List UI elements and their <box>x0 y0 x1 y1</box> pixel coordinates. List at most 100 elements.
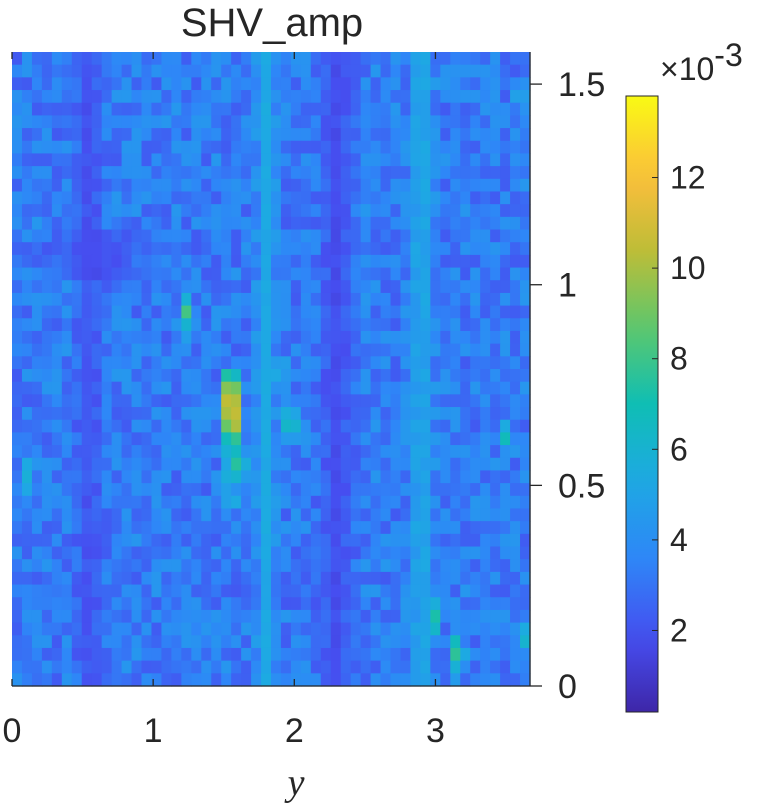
heatmap-cell <box>81 204 93 218</box>
heatmap-cell <box>201 77 212 91</box>
heatmap-cell <box>460 90 471 104</box>
heatmap-cell <box>340 533 352 548</box>
heatmap-cell <box>111 191 123 205</box>
heatmap-cell <box>380 229 392 243</box>
heatmap-cell <box>31 153 43 167</box>
heatmap-cell <box>241 495 252 510</box>
heatmap-cell <box>410 166 422 180</box>
heatmap-cell <box>221 521 232 535</box>
heatmap-cell <box>211 254 222 269</box>
heatmap-cell <box>261 381 272 395</box>
heatmap-cell <box>12 318 23 332</box>
heatmap-cell <box>31 546 43 560</box>
heatmap-cell <box>360 609 372 624</box>
heatmap-cell <box>370 153 382 167</box>
heatmap-cell <box>121 432 133 446</box>
heatmap-cell <box>12 597 23 611</box>
heatmap-cell <box>330 660 342 674</box>
heatmap-cell <box>280 280 292 294</box>
x-tick-label: 2 <box>285 712 304 750</box>
heatmap-cell <box>470 457 481 472</box>
heatmap-cell <box>500 292 511 307</box>
heatmap-cell <box>500 166 511 180</box>
heatmap-cell <box>21 229 33 243</box>
heatmap-cell <box>290 153 302 167</box>
heatmap-cell <box>251 647 262 662</box>
heatmap-cell <box>71 343 83 357</box>
heatmap-cell <box>460 419 471 433</box>
heatmap-cell <box>61 419 73 433</box>
heatmap-cell <box>201 128 212 142</box>
heatmap-cell <box>251 483 262 497</box>
heatmap-cell <box>370 470 382 484</box>
heatmap-cell <box>290 559 302 573</box>
heatmap-cell <box>390 483 402 497</box>
heatmap-cell <box>81 571 93 586</box>
heatmap-cell <box>500 153 511 167</box>
heatmap-cell <box>330 521 342 535</box>
heatmap-cell <box>330 647 342 662</box>
heatmap-cell <box>81 229 93 243</box>
heatmap-cell <box>151 407 163 421</box>
heatmap-cell <box>121 394 133 408</box>
heatmap-cell <box>490 229 501 243</box>
heatmap-cell <box>360 330 372 345</box>
heatmap-cell <box>101 292 113 307</box>
heatmap-cell <box>400 356 412 370</box>
heatmap-cell <box>310 178 322 193</box>
heatmap-cell <box>350 369 362 383</box>
heatmap-cell <box>440 128 451 142</box>
heatmap-cell <box>21 318 33 332</box>
heatmap-cell <box>360 597 372 611</box>
heatmap-cell <box>450 533 461 548</box>
heatmap-cell <box>370 330 382 345</box>
heatmap-cell <box>460 318 471 332</box>
heatmap-cell <box>450 254 461 269</box>
heatmap-cell <box>241 77 252 91</box>
heatmap-cell <box>221 559 232 573</box>
heatmap-cell <box>51 407 63 421</box>
heatmap-cell <box>61 597 73 611</box>
heatmap-cell <box>41 622 53 636</box>
heatmap-cell <box>101 546 113 560</box>
heatmap-cell <box>510 495 521 510</box>
heatmap-cell <box>51 483 63 497</box>
heatmap-cell <box>12 330 23 345</box>
heatmap-cell <box>310 521 322 535</box>
heatmap-cell <box>41 419 53 433</box>
heatmap-cell <box>280 597 292 611</box>
heatmap-cell <box>41 673 53 687</box>
heatmap-cell <box>141 191 153 205</box>
heatmap-cell <box>420 242 431 256</box>
heatmap-cell <box>12 77 23 91</box>
heatmap-cell <box>191 508 202 522</box>
heatmap-cell <box>330 356 342 370</box>
heatmap-cell <box>490 254 501 269</box>
heatmap-cell <box>141 356 153 370</box>
heatmap-cell <box>271 419 282 433</box>
heatmap-cell <box>320 254 332 269</box>
heatmap-cell <box>261 559 272 573</box>
heatmap-cell <box>221 267 232 281</box>
heatmap-cell <box>430 102 441 116</box>
heatmap-cell <box>350 64 362 78</box>
heatmap-cell <box>231 673 242 687</box>
heatmap-cell <box>300 660 312 674</box>
heatmap-cell <box>21 546 33 560</box>
heatmap-cell <box>261 305 272 319</box>
heatmap-cell <box>111 140 123 155</box>
heatmap-cell <box>480 457 491 472</box>
heatmap-cell <box>12 660 23 674</box>
heatmap-cell <box>81 546 93 560</box>
heatmap-cell <box>121 102 133 116</box>
heatmap-cell <box>12 571 23 586</box>
heatmap-cell <box>271 280 282 294</box>
heatmap-cell <box>181 191 192 205</box>
heatmap-cell <box>480 216 491 231</box>
heatmap-cell <box>211 178 222 193</box>
heatmap-cell <box>231 394 242 408</box>
heatmap-cell <box>111 419 123 433</box>
heatmap-cell <box>480 533 491 548</box>
heatmap-cell <box>101 533 113 548</box>
heatmap-cell <box>380 394 392 408</box>
